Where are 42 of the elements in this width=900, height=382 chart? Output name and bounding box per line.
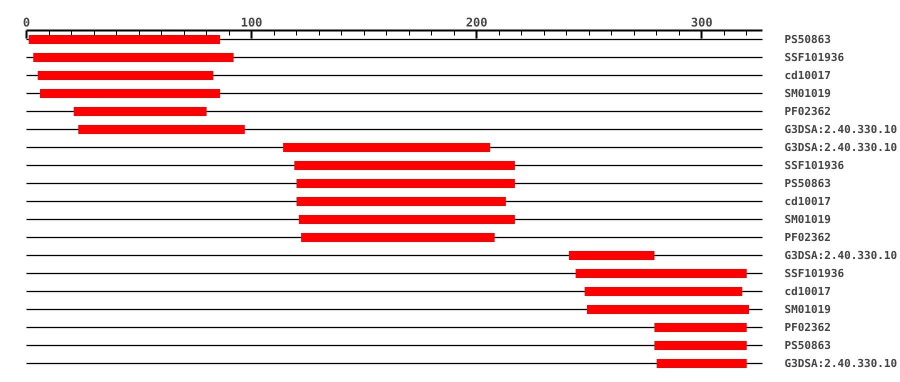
y-tick-label: SSF101936 (784, 267, 844, 280)
y-tick-label: G3DSA:2.40.330.10 (784, 123, 898, 136)
bar (33, 53, 234, 62)
bar (654, 341, 747, 350)
y-tick-label: SSF101936 (784, 51, 844, 64)
bar (38, 71, 214, 80)
y-tick-label: PF02362 (784, 105, 831, 118)
y-tick-label: G3DSA:2.40.330.10 (784, 141, 898, 154)
bar (296, 197, 506, 206)
bar (283, 143, 490, 152)
bar (568, 251, 654, 260)
bar (40, 89, 220, 98)
bar (656, 359, 747, 368)
x-tick-label: 300 (690, 16, 713, 30)
bar (74, 107, 207, 116)
bar (301, 233, 495, 242)
bar (584, 287, 742, 296)
y-tick-label: PF02362 (784, 321, 831, 334)
bar (78, 125, 245, 134)
bar (298, 215, 515, 224)
y-tick-label: cd10017 (784, 195, 831, 208)
bar (654, 323, 747, 332)
y-tick-label: G3DSA:2.40.330.10 (784, 357, 898, 370)
y-tick-label: SM01019 (784, 303, 831, 316)
x-tick-label: 100 (240, 16, 262, 30)
y-tick-label: SM01019 (784, 87, 831, 100)
x-tick-label: 200 (466, 16, 488, 30)
bar (294, 161, 515, 170)
y-tick-label: PS50863 (784, 177, 831, 190)
y-tick-label: cd10017 (784, 69, 831, 82)
bar (28, 35, 220, 44)
y-tick-label: PS50863 (784, 33, 831, 46)
y-tick-label: G3DSA:2.40.330.10 (784, 249, 898, 262)
x-tick-label: 0 (22, 16, 30, 30)
y-tick-label: PF02362 (784, 231, 831, 244)
y-tick-label: cd10017 (784, 285, 831, 298)
y-tick-label: SSF101936 (784, 159, 844, 172)
y-tick-label: SM01019 (784, 213, 831, 226)
y-tick-label: PS50863 (784, 339, 831, 352)
bar (296, 179, 515, 188)
bar (586, 305, 749, 314)
bar (576, 269, 747, 278)
